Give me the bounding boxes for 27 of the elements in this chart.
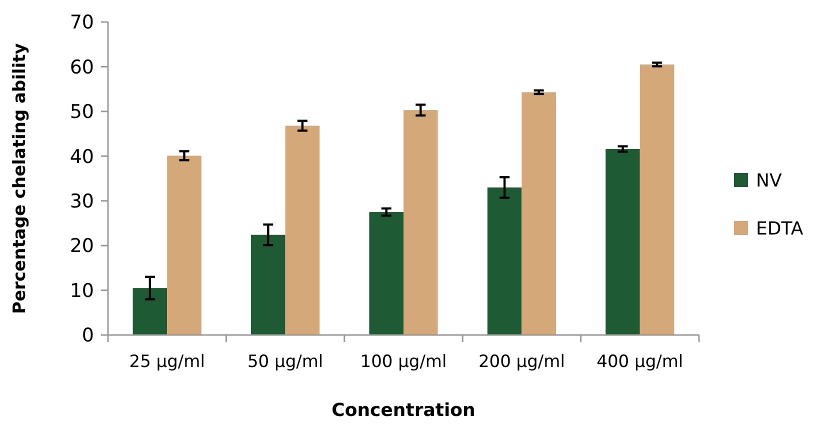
bar [132, 288, 168, 335]
bar [167, 156, 202, 335]
bar [285, 126, 320, 335]
x-tick-label: 50 µg/ml [247, 352, 324, 372]
x-tick-label: 400 µg/ml [596, 352, 684, 372]
y-tick-label: 20 [70, 235, 94, 258]
x-axis-title: Concentration [332, 400, 476, 421]
bar [369, 212, 404, 335]
y-tick-label: 10 [70, 280, 94, 302]
y-tick-label: 60 [70, 56, 94, 78]
y-tick-label: 0 [82, 324, 94, 347]
legend-label: EDTA [756, 218, 804, 240]
y-tick-label: 70 [70, 12, 94, 34]
x-tick-label: 100 µg/ml [360, 352, 447, 372]
y-tick-label: 30 [70, 190, 94, 213]
y-axis-title: Percentage chelating ability [10, 43, 30, 314]
x-tick-label: 25 µg/ml [129, 352, 205, 372]
bar [606, 148, 640, 335]
y-tick-label: 40 [70, 146, 94, 168]
y-tick-label: 50 [70, 101, 94, 124]
bar [487, 187, 522, 335]
x-tick-label: 200 µg/ml [478, 352, 565, 372]
legend-label: NV [756, 170, 782, 192]
bar [404, 110, 438, 335]
bar [522, 92, 556, 335]
bar [640, 64, 674, 335]
bar [251, 234, 286, 335]
